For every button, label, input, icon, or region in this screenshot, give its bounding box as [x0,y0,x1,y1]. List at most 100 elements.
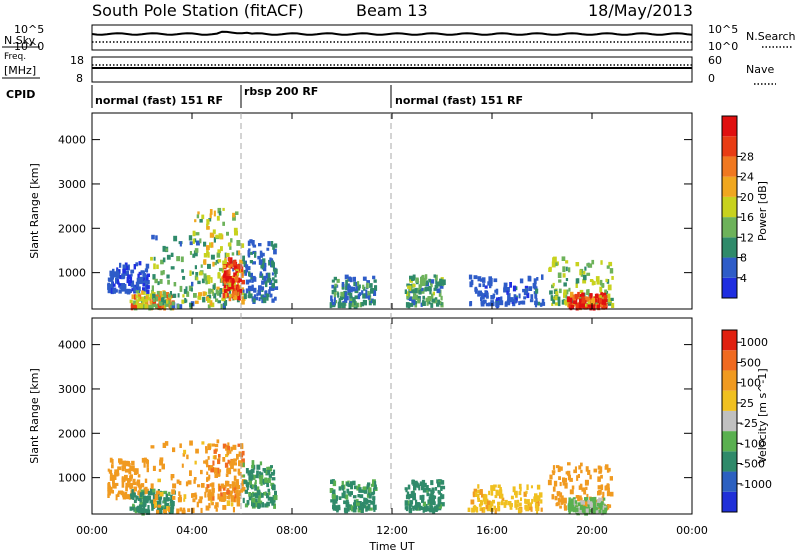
nsearch-tick-top: 10^5 [708,23,738,36]
heatmap-cell [346,499,349,504]
heatmap-cell [142,505,146,511]
heatmap-cell [418,290,422,295]
heatmap-cell [364,498,369,504]
heatmap-cell [135,507,138,511]
heatmap-cell [526,292,530,299]
heatmap-cell [168,506,171,513]
heatmap-cell [215,298,219,302]
heatmap-cell [222,292,226,299]
heatmap-cell [427,299,431,305]
heatmap-cell [126,289,131,295]
heatmap-cell [144,478,148,483]
heatmap-cell [159,506,164,510]
heatmap-cell [262,468,266,472]
heatmap-cell [201,278,205,284]
heatmap-cell [125,270,129,276]
heatmap-cell [373,290,376,295]
heatmap-cell [509,297,514,303]
heatmap-cell [415,287,420,294]
heatmap-cell [222,277,226,284]
heatmap-cell [141,290,144,295]
heatmap-cell [366,280,370,284]
heatmap-cell [496,297,500,303]
heatmap-cell [356,486,359,491]
heatmap-cell [119,285,123,290]
heatmap-cell [223,300,228,306]
heatmap-cell [206,245,210,251]
heatmap-cell [348,302,352,309]
heatmap-cell [512,298,516,304]
heatmap-cell [597,499,601,503]
colorbar-segment [722,491,737,512]
heatmap-cell [576,475,579,481]
heatmap-cell [122,287,125,292]
heatmap-cell [227,242,232,247]
heatmap-cell [434,299,437,304]
heatmap-cell [499,493,504,499]
heatmap-cell [411,289,415,294]
heatmap-cell [357,293,361,300]
heatmap-cell [267,496,272,501]
heatmap-cell [168,491,171,497]
y-tick-label: 2000 [58,222,86,235]
heatmap-cell [269,293,273,298]
heatmap-cell [160,259,164,265]
heatmap-cell [609,268,614,274]
heatmap-cell [484,290,488,296]
heatmap-cell [131,294,134,299]
heatmap-cell [333,276,337,281]
heatmap-cell [236,485,240,490]
heatmap-cell [477,497,480,502]
heatmap-cell [194,248,199,253]
heatmap-cell [332,302,336,306]
colorbar-segment [722,136,737,157]
heatmap-cell [128,494,132,500]
heatmap-cell [199,496,203,500]
heatmap-cell [148,495,152,501]
heatmap-cell [112,288,116,294]
heatmap-cell [135,496,139,500]
velocity-data-layer [107,439,614,516]
heatmap-cell [536,277,539,281]
heatmap-cell [118,490,122,495]
heatmap-cell [435,282,438,288]
heatmap-cell [146,467,149,473]
heatmap-cell [536,484,541,490]
heatmap-cell [109,285,113,290]
heatmap-cell [156,290,161,297]
heatmap-cell [474,286,478,292]
cpid-label: CPID [6,88,35,101]
heatmap-cell [114,273,118,277]
heatmap-cell [569,477,573,482]
heatmap-cell [261,492,264,498]
heatmap-cell [492,487,496,491]
heatmap-cell [142,273,147,278]
heatmap-cell [354,504,358,510]
heatmap-cell [216,439,220,444]
heatmap-cell [271,272,274,276]
heatmap-cell [111,459,114,465]
heatmap-cell [249,260,253,264]
heatmap-cell [602,491,605,497]
heatmap-cell [572,294,576,301]
heatmap-cell [215,234,219,239]
heatmap-cell [258,243,262,247]
heatmap-cell [195,232,200,236]
heatmap-cell [249,492,252,498]
heatmap-cell [533,286,538,290]
heatmap-cell [490,490,494,496]
heatmap-cell [604,298,608,303]
heatmap-cell [561,256,566,261]
heatmap-cell [218,233,223,239]
heatmap-cell [205,459,209,465]
heatmap-cell [228,264,231,269]
heatmap-cell [170,476,173,481]
heatmap-cell [579,504,583,508]
heatmap-cell [195,272,199,276]
heatmap-cell [561,299,564,305]
heatmap-cell [164,441,169,446]
heatmap-cell [249,239,253,244]
heatmap-cell [365,507,370,511]
heatmap-cell [592,502,597,507]
heatmap-cell [270,465,273,469]
